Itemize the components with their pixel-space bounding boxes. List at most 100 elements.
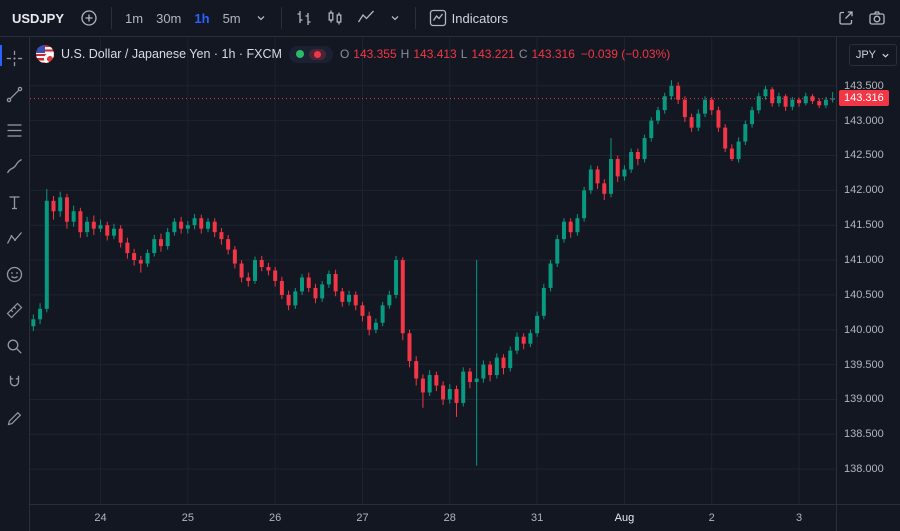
symbol-add-button[interactable]	[74, 5, 104, 31]
zoom-tool-button[interactable]	[3, 334, 27, 358]
candle	[488, 361, 493, 382]
share-button[interactable]	[831, 5, 861, 31]
text-tool-button[interactable]	[3, 190, 27, 214]
symbol-name[interactable]: USDJPY	[12, 10, 65, 26]
candle	[111, 223, 116, 240]
interval-5m-button[interactable]: 5m	[217, 5, 247, 31]
candle	[676, 82, 681, 104]
toolbar-separator	[280, 7, 282, 29]
price-axis[interactable]: 143.500 143.000 142.500 142.000 141.500 141.0…	[836, 37, 900, 504]
time-tick: 27	[356, 512, 369, 524]
legend-status-pill[interactable]	[288, 45, 333, 63]
plus-circle-icon	[80, 9, 98, 27]
chart-style-bars-button[interactable]	[289, 5, 319, 31]
candle	[420, 374, 425, 408]
candle	[575, 214, 580, 236]
price-tick: 141.000	[844, 254, 884, 267]
price-tick: 140.500	[844, 288, 884, 301]
screenshot-button[interactable]	[862, 5, 892, 31]
candle	[71, 205, 76, 227]
ruler-tool-button[interactable]	[3, 298, 27, 322]
change-value: −0.039 (−0.03%)	[580, 47, 671, 61]
candle	[300, 273, 305, 295]
candle	[360, 301, 365, 322]
candle	[380, 301, 385, 327]
crosshair-tool-button[interactable]	[3, 46, 27, 70]
high-value: 143.413	[413, 47, 457, 61]
candle	[729, 144, 734, 162]
candle	[78, 207, 83, 238]
brush-tool-button[interactable]	[3, 154, 27, 178]
time-tick: 2	[708, 512, 715, 524]
candle	[212, 218, 217, 238]
chart-style-candles-button[interactable]	[320, 5, 350, 31]
candle	[716, 106, 721, 132]
candle	[568, 218, 573, 238]
indicators-icon	[429, 9, 447, 27]
ohlc-values: O 143.355 H 143.413 L 143.221 C 143.316 −0.0…	[340, 47, 670, 61]
candle	[629, 148, 634, 173]
candle	[226, 234, 231, 255]
candle	[266, 262, 271, 276]
chart-region: 143.500 143.000 142.500 142.000 141.500 141.0…	[30, 37, 900, 531]
chart-style-menu-button[interactable]	[382, 5, 408, 31]
candle	[541, 283, 546, 320]
candle	[98, 219, 103, 233]
price-tick: 138.500	[844, 428, 884, 441]
candle	[736, 137, 741, 163]
drawing-toolbar	[0, 37, 30, 531]
price-tick: 140.000	[844, 323, 884, 336]
emoji-icon	[6, 266, 23, 283]
axis-corner	[836, 504, 900, 531]
candle	[461, 367, 466, 407]
candle	[293, 287, 298, 309]
candle	[454, 385, 459, 417]
candle	[689, 113, 694, 132]
candle	[756, 92, 761, 114]
price-tick: 138.000	[844, 463, 884, 476]
candle	[414, 356, 419, 386]
currency-selector[interactable]: JPY	[848, 44, 897, 66]
candle	[770, 87, 775, 107]
trend-line-tool-button[interactable]	[3, 82, 27, 106]
fib-retracement-tool-button[interactable]	[3, 118, 27, 142]
time-tick: 31	[530, 512, 544, 524]
pencil-icon	[6, 410, 23, 427]
indicators-button[interactable]: Indicators	[423, 5, 514, 31]
draw-tool-button[interactable]	[3, 406, 27, 430]
pattern-tool-button[interactable]	[3, 226, 27, 250]
magnet-tool-button[interactable]	[3, 370, 27, 394]
red-dot-icon	[313, 50, 321, 58]
candle	[508, 346, 513, 372]
candle	[810, 94, 815, 104]
candle	[817, 98, 822, 109]
candlestick-chart[interactable]	[30, 37, 836, 504]
time-axis[interactable]: 24 25 26 27 28 31 Aug 2 3	[30, 504, 836, 531]
candle	[333, 269, 338, 297]
alert-capsule	[308, 48, 326, 60]
interval-30m-button[interactable]: 30m	[150, 5, 187, 31]
candle	[441, 381, 446, 406]
candle	[172, 218, 177, 236]
candle	[44, 188, 49, 313]
interval-menu-button[interactable]	[248, 5, 274, 31]
candle	[682, 96, 687, 123]
market-open-dot-icon	[295, 50, 304, 58]
chart-style-line-button[interactable]	[351, 5, 381, 31]
candle	[750, 106, 755, 128]
open-label: O	[339, 47, 350, 61]
candle	[555, 234, 560, 268]
interval-1m-button[interactable]: 1m	[119, 5, 149, 31]
legend-title[interactable]: U.S. Dollar / Japanese Yen · 1h · FXCM	[61, 47, 282, 61]
last-price-label: 143.316	[839, 89, 889, 106]
interval-1h-button[interactable]: 1h	[188, 5, 215, 31]
candle	[427, 370, 432, 396]
candle	[31, 314, 36, 332]
candle	[602, 179, 607, 201]
emoji-tool-button[interactable]	[3, 262, 27, 286]
candle	[145, 249, 150, 268]
candle	[823, 96, 828, 109]
open-value: 143.355	[353, 47, 397, 61]
candle	[535, 311, 540, 337]
candlestick-plot-area[interactable]	[30, 37, 836, 504]
